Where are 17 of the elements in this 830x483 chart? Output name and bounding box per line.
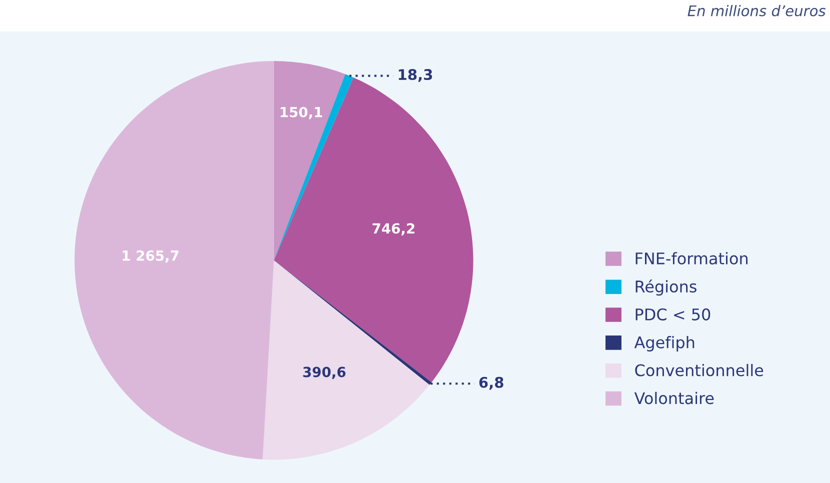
pie-slice — [274, 60, 346, 260]
data-label: 746,2 — [372, 223, 414, 236]
data-label: 150,1 — [280, 106, 322, 120]
data-label: 6,8 — [479, 376, 504, 390]
legend-label: Régions — [636, 280, 696, 296]
legend-label: Volontaire — [634, 392, 714, 404]
data-label: 1 265,7 — [122, 250, 178, 263]
legend-label: PDC < 50 — [636, 308, 710, 320]
pie-slice — [262, 260, 430, 460]
text: En millions d’euros — [688, 5, 826, 16]
legend-label: Agefiph — [634, 336, 694, 352]
pie-slice — [74, 60, 274, 460]
data-label: 390,6 — [303, 366, 346, 380]
legend-label: Conventionnelle — [635, 364, 764, 376]
pie-slice — [274, 74, 354, 260]
data-label: 18,3 — [398, 69, 432, 82]
legend-label: FNE-formation — [636, 252, 748, 264]
